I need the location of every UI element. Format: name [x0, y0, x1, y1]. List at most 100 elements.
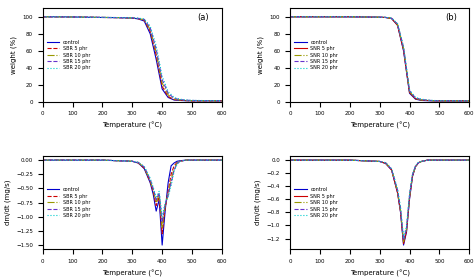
SBR 15 phr: [85, 158, 91, 162]
SNR 20 phr: [425, 158, 430, 162]
X-axis label: Temperature (°C): Temperature (°C): [350, 270, 410, 277]
SNR 5 phr: [421, 159, 427, 162]
SBR 5 phr: [171, 164, 177, 168]
SNR 10 phr: [302, 15, 308, 19]
SNR 10 phr: [419, 160, 424, 163]
Line: SNR 20 phr: SNR 20 phr: [290, 160, 469, 237]
SBR 15 phr: [219, 99, 225, 102]
control: [287, 15, 293, 19]
SBR 15 phr: [147, 26, 153, 30]
SNR 10 phr: [451, 158, 457, 162]
SBR 20 phr: [85, 16, 91, 19]
control: [165, 96, 171, 99]
control: [287, 158, 293, 162]
SNR 15 phr: [287, 158, 293, 162]
SBR 10 phr: [204, 99, 210, 102]
SNR 5 phr: [430, 99, 436, 102]
control: [419, 99, 424, 102]
SNR 10 phr: [377, 160, 383, 163]
control: [55, 158, 61, 162]
SBR 10 phr: [136, 17, 141, 20]
Y-axis label: dm/dt (mg/s): dm/dt (mg/s): [4, 180, 10, 225]
control: [395, 24, 401, 27]
SBR 15 phr: [165, 92, 171, 95]
SNR 15 phr: [419, 98, 424, 101]
control: [219, 99, 225, 102]
SBR 10 phr: [156, 193, 162, 196]
control: [466, 99, 472, 102]
control: [395, 191, 401, 194]
SBR 5 phr: [153, 53, 159, 57]
SNR 5 phr: [437, 158, 442, 162]
SBR 5 phr: [174, 161, 180, 164]
SNR 10 phr: [401, 240, 406, 243]
SBR 20 phr: [55, 15, 61, 19]
SNR 10 phr: [413, 165, 419, 168]
SBR 20 phr: [85, 158, 91, 162]
control: [219, 158, 225, 162]
control: [55, 15, 61, 19]
SNR 5 phr: [466, 158, 472, 162]
SNR 15 phr: [421, 159, 427, 162]
control: [189, 158, 195, 162]
SBR 5 phr: [159, 232, 165, 235]
SNR 15 phr: [362, 159, 367, 162]
SNR 5 phr: [451, 99, 457, 102]
SNR 15 phr: [377, 160, 383, 163]
control: [419, 160, 424, 163]
control: [347, 15, 353, 19]
control: [171, 98, 177, 102]
control: [136, 17, 141, 20]
control: [413, 165, 419, 168]
SNR 20 phr: [362, 15, 367, 19]
SNR 10 phr: [451, 99, 457, 102]
SBR 20 phr: [136, 161, 141, 164]
SNR 10 phr: [317, 15, 323, 19]
Line: SBR 15 phr: SBR 15 phr: [43, 17, 222, 101]
SBR 10 phr: [55, 15, 61, 19]
SBR 5 phr: [136, 17, 141, 20]
SNR 20 phr: [419, 160, 424, 163]
SNR 5 phr: [302, 15, 308, 19]
control: [389, 168, 394, 171]
control: [115, 159, 120, 162]
SBR 20 phr: [129, 160, 135, 163]
SBR 5 phr: [136, 161, 141, 165]
SBR 10 phr: [183, 99, 189, 102]
control: [430, 99, 436, 102]
SBR 5 phr: [115, 159, 120, 162]
control: [451, 158, 457, 162]
control: [204, 99, 210, 102]
SNR 15 phr: [383, 161, 389, 165]
control: [347, 158, 353, 162]
SNR 5 phr: [416, 161, 421, 165]
SBR 10 phr: [70, 158, 75, 162]
control: [425, 158, 430, 162]
SNR 15 phr: [425, 158, 430, 162]
SNR 10 phr: [437, 99, 442, 102]
SNR 10 phr: [401, 47, 406, 50]
SBR 10 phr: [70, 15, 75, 19]
SBR 15 phr: [115, 159, 120, 162]
SBR 20 phr: [219, 158, 225, 162]
Text: (a): (a): [198, 13, 210, 22]
SNR 15 phr: [430, 158, 436, 162]
control: [159, 87, 165, 91]
SBR 10 phr: [183, 158, 189, 162]
SBR 10 phr: [189, 99, 195, 102]
Text: (b): (b): [445, 13, 457, 22]
SBR 15 phr: [156, 191, 162, 195]
SBR 5 phr: [177, 99, 183, 102]
SNR 5 phr: [466, 99, 472, 102]
SNR 15 phr: [317, 158, 323, 162]
control: [317, 158, 323, 162]
SBR 15 phr: [183, 158, 189, 162]
control: [171, 161, 177, 165]
control: [413, 98, 419, 101]
Legend: control, SBR 5 phr, SBR 10 phr, SBR 15 phr, SBR 20 phr: control, SBR 5 phr, SBR 10 phr, SBR 15 p…: [45, 185, 92, 220]
SNR 5 phr: [362, 15, 367, 19]
SNR 5 phr: [451, 158, 457, 162]
Line: SBR 5 phr: SBR 5 phr: [43, 17, 222, 101]
control: [401, 243, 406, 247]
SBR 5 phr: [165, 95, 171, 98]
